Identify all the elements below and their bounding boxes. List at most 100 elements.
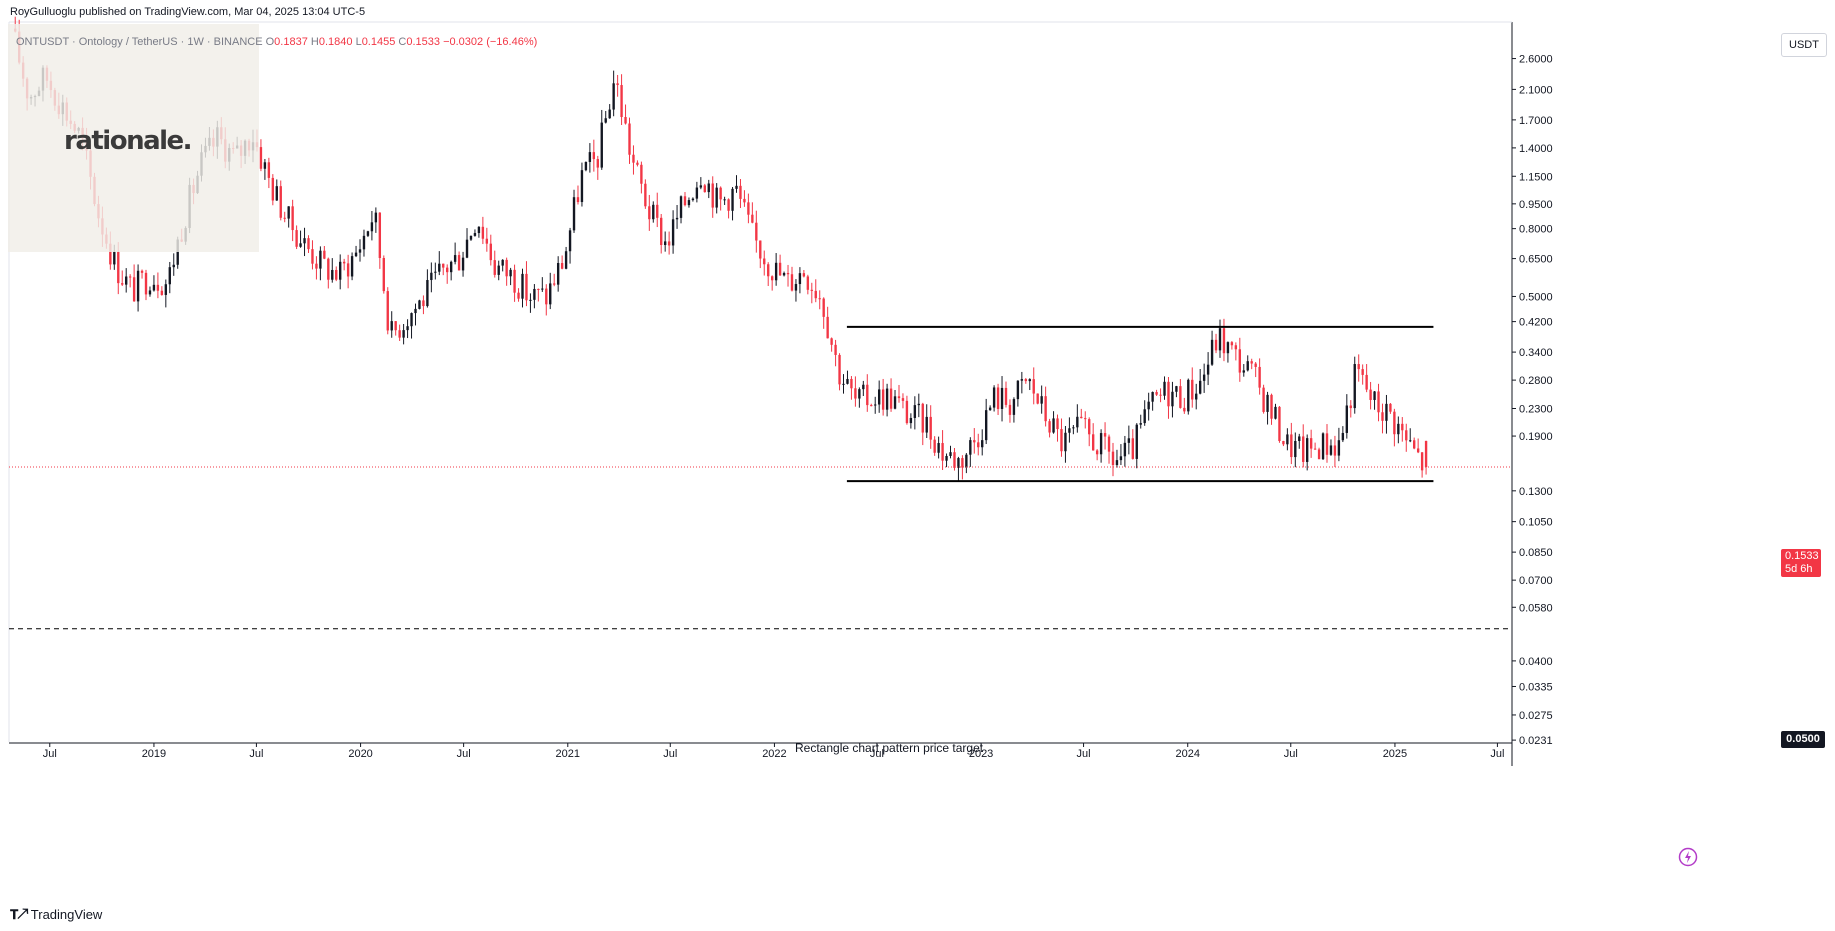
candle [897,384,901,403]
candle [489,234,492,266]
tradingview-logo[interactable]: 𝐓↗ TradingView [10,907,102,923]
candle-body [1381,412,1384,421]
candle [909,413,913,429]
candle [874,396,877,414]
candle [140,269,144,279]
candle-body [1032,379,1035,394]
candle [1135,423,1138,469]
candle-body [1020,379,1024,381]
candle-body [1409,440,1412,442]
price-tick-label: 0.0700 [1519,575,1553,587]
candle [1424,440,1428,475]
candle [786,264,790,287]
candle-body [897,396,901,399]
symbol-legend[interactable]: ONTUSDT · Ontology / TetherUS · 1W · BIN… [16,36,537,48]
candle [1179,379,1182,409]
candle [616,74,619,97]
candle [1345,394,1349,439]
candle-body [303,238,306,244]
candle [382,255,385,294]
candle-body [1202,374,1206,381]
candle-body [1258,366,1261,388]
candle-body [1135,424,1138,459]
candle-body [1412,440,1416,449]
rationale-watermark: rationale. [8,24,259,252]
candle [798,267,802,294]
candle [418,299,421,310]
price-tick-label: 0.5000 [1519,291,1553,303]
alert-icon[interactable] [1678,847,1698,867]
candle [378,212,382,269]
candle-body [1222,328,1226,354]
candle [691,197,695,202]
candle-body [802,273,806,277]
candle [283,211,286,223]
candle [469,235,473,241]
candle [1103,422,1107,450]
candle [854,376,857,407]
candle [1377,383,1380,422]
candle-body [905,400,909,424]
candle-body [1329,445,1333,455]
candle-body [1302,436,1305,462]
candle [362,229,366,257]
candle-body [1040,396,1043,404]
candle [128,274,132,288]
candle-body [485,238,489,244]
candle-body [117,251,120,284]
candle-body [287,206,290,219]
candle [866,374,869,412]
candle-body [1357,364,1360,370]
candle [168,261,171,294]
candle-body [1305,438,1309,462]
candle [1012,397,1016,423]
candle [271,174,275,206]
candle [402,323,405,345]
time-tick-label: 2019 [142,748,166,760]
candle [303,227,306,257]
candle-body [877,389,881,405]
candle-body [172,264,175,268]
candle-body [295,230,298,247]
candle [969,437,972,467]
candle-body [652,204,655,220]
candle [485,227,489,252]
tradingview-mark-icon: 𝐓↗ [10,907,28,922]
candle-body [881,389,885,410]
candle-body [493,260,496,275]
candle-body [759,240,762,259]
candle [1373,391,1376,410]
candle-body [1298,436,1301,441]
candle-body [1290,434,1293,458]
candle-body [1365,374,1368,390]
candle-body [1091,434,1095,451]
candle [1008,399,1012,423]
candle [588,143,592,173]
candle [1068,417,1071,443]
close-label: C [398,36,407,48]
time-tick-label: Jul [870,748,884,760]
candle [707,179,710,199]
currency-selector[interactable]: USDT [1781,33,1827,57]
candle [687,197,691,208]
candle [1357,354,1360,382]
candle [1329,439,1333,456]
candle [1369,381,1372,410]
candle [1119,444,1123,466]
candle-body [402,330,405,338]
candle [1218,319,1222,358]
candle [1365,364,1368,393]
candle [648,194,651,231]
candle [1099,429,1103,463]
open-label: O [265,36,275,48]
candle-body [477,226,481,234]
candle-body [608,109,611,119]
candle [148,286,152,297]
candle-body [636,162,639,165]
candle [1305,434,1309,471]
candle-body [1278,406,1281,441]
candle-body [259,147,263,169]
candle [1072,424,1075,435]
candle [1159,388,1162,403]
